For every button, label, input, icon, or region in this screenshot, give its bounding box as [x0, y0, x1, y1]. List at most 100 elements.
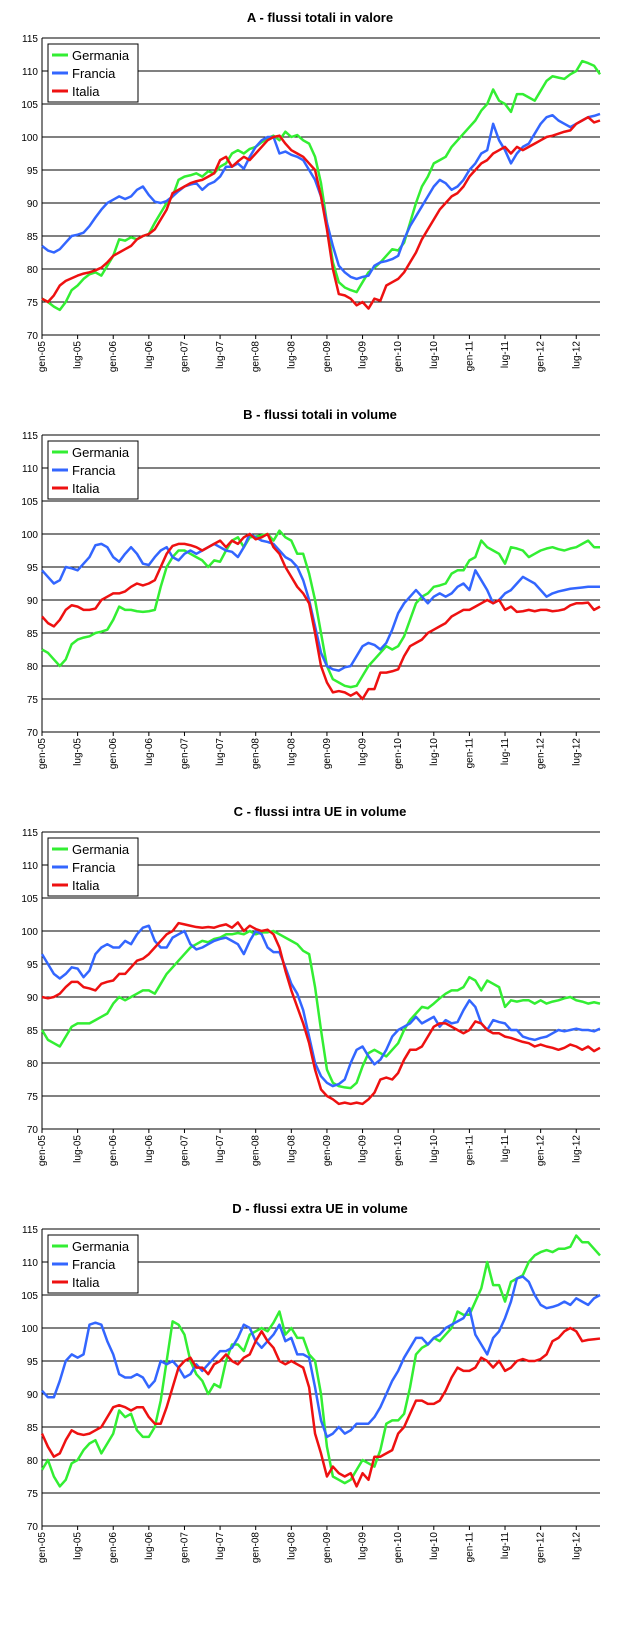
x-tick-label: gen-10 — [393, 1135, 404, 1167]
x-tick-label: lug-09 — [358, 1135, 369, 1163]
x-tick-label: lug-12 — [571, 1135, 582, 1163]
x-tick-label: lug-05 — [73, 1135, 84, 1163]
y-tick-label: 100 — [21, 927, 38, 938]
series-line — [41, 921, 601, 1106]
legend-label: Francia — [72, 66, 116, 81]
x-tick-label: gen-09 — [322, 1532, 333, 1564]
x-tick-label: lug-08 — [286, 341, 297, 369]
y-tick-label: 110 — [22, 67, 38, 78]
series-line — [40, 929, 601, 1090]
chart-title: D - flussi extra UE in volume — [232, 1201, 408, 1216]
legend-label: Francia — [72, 1257, 116, 1272]
x-tick-label: lug-10 — [429, 1135, 440, 1163]
legend-label: Italia — [72, 84, 100, 99]
series-line — [40, 1234, 601, 1488]
chart-title: A - flussi totali in valore — [247, 10, 393, 25]
x-tick-label: lug-09 — [358, 1532, 369, 1560]
x-tick-label: gen-11 — [464, 1532, 475, 1563]
x-tick-label: gen-08 — [251, 1532, 262, 1564]
y-tick-label: 80 — [27, 1059, 39, 1070]
legend-label: Germania — [72, 1239, 130, 1254]
y-tick-label: 100 — [21, 133, 38, 144]
x-tick-label: gen-06 — [108, 1532, 119, 1564]
x-tick-label: gen-12 — [536, 341, 547, 373]
y-tick-label: 105 — [21, 1291, 38, 1302]
x-tick-label: lug-06 — [144, 1135, 155, 1163]
y-tick-label: 105 — [21, 497, 38, 508]
x-tick-label: gen-09 — [322, 1135, 333, 1167]
x-tick-label: gen-05 — [37, 1135, 48, 1167]
y-tick-label: 95 — [27, 1357, 39, 1368]
y-tick-label: 75 — [27, 695, 39, 706]
x-tick-label: lug-06 — [144, 738, 155, 766]
y-tick-label: 95 — [27, 563, 39, 574]
y-tick-label: 90 — [27, 596, 39, 607]
y-tick-label: 95 — [27, 960, 39, 971]
y-tick-label: 80 — [27, 662, 39, 673]
legend-label: Italia — [72, 878, 100, 893]
y-tick-label: 85 — [27, 232, 39, 243]
x-tick-label: gen-07 — [179, 341, 190, 373]
y-tick-label: 75 — [27, 298, 39, 309]
chart-title: B - flussi totali in volume — [243, 407, 397, 422]
y-tick-label: 75 — [27, 1092, 39, 1103]
series-line — [41, 1275, 601, 1439]
x-tick-label: lug-08 — [286, 738, 297, 766]
x-tick-label: gen-11 — [464, 738, 475, 769]
y-tick-label: 105 — [21, 100, 38, 111]
x-tick-label: gen-07 — [179, 1532, 190, 1564]
y-tick-label: 75 — [27, 1489, 39, 1500]
y-tick-label: 115 — [22, 828, 38, 839]
x-tick-label: lug-07 — [215, 1135, 226, 1163]
legend-label: Francia — [72, 860, 116, 875]
x-tick-label: gen-06 — [108, 341, 119, 373]
x-tick-label: lug-10 — [429, 1532, 440, 1560]
x-tick-label: gen-09 — [322, 738, 333, 770]
y-tick-label: 115 — [22, 431, 38, 442]
x-tick-label: lug-07 — [215, 738, 226, 766]
x-tick-label: lug-11 — [500, 1532, 511, 1559]
x-tick-label: gen-10 — [393, 341, 404, 373]
x-tick-label: lug-06 — [144, 1532, 155, 1560]
legend-label: Italia — [72, 1275, 100, 1290]
legend-label: Italia — [72, 481, 100, 496]
x-tick-label: gen-12 — [536, 1532, 547, 1564]
x-tick-label: gen-12 — [536, 738, 547, 770]
y-tick-label: 100 — [21, 530, 38, 541]
y-tick-label: 85 — [27, 1026, 39, 1037]
y-tick-label: 90 — [27, 993, 39, 1004]
series-line — [40, 1326, 601, 1488]
series-line — [41, 529, 600, 689]
y-tick-label: 80 — [27, 1456, 39, 1467]
x-tick-label: lug-09 — [358, 738, 369, 766]
y-tick-label: 90 — [27, 1390, 39, 1401]
y-tick-label: 105 — [21, 894, 38, 905]
series-line — [41, 532, 601, 701]
y-tick-label: 110 — [22, 464, 38, 475]
x-tick-label: gen-08 — [251, 738, 262, 770]
legend-label: Germania — [72, 48, 130, 63]
x-tick-label: lug-08 — [286, 1135, 297, 1163]
y-tick-label: 110 — [22, 1258, 38, 1269]
y-tick-label: 70 — [27, 331, 39, 342]
y-tick-label: 80 — [27, 265, 39, 276]
x-tick-label: gen-08 — [251, 1135, 262, 1167]
x-tick-label: lug-12 — [571, 738, 582, 766]
x-tick-label: gen-05 — [37, 1532, 48, 1564]
x-tick-label: lug-09 — [358, 341, 369, 369]
y-tick-label: 85 — [27, 1423, 39, 1434]
chart-title: C - flussi intra UE in volume — [234, 804, 407, 819]
x-tick-label: gen-07 — [179, 738, 190, 770]
x-tick-label: lug-12 — [571, 1532, 582, 1560]
x-tick-label: lug-10 — [429, 738, 440, 766]
legend-label: Germania — [72, 842, 130, 857]
y-tick-label: 70 — [27, 1522, 39, 1533]
x-tick-label: lug-05 — [73, 341, 84, 369]
x-tick-label: lug-07 — [215, 341, 226, 369]
x-tick-label: gen-12 — [536, 1135, 547, 1167]
x-tick-label: gen-10 — [393, 1532, 404, 1564]
x-tick-label: gen-05 — [37, 738, 48, 770]
x-tick-label: gen-09 — [322, 341, 333, 373]
y-tick-label: 100 — [21, 1324, 38, 1335]
